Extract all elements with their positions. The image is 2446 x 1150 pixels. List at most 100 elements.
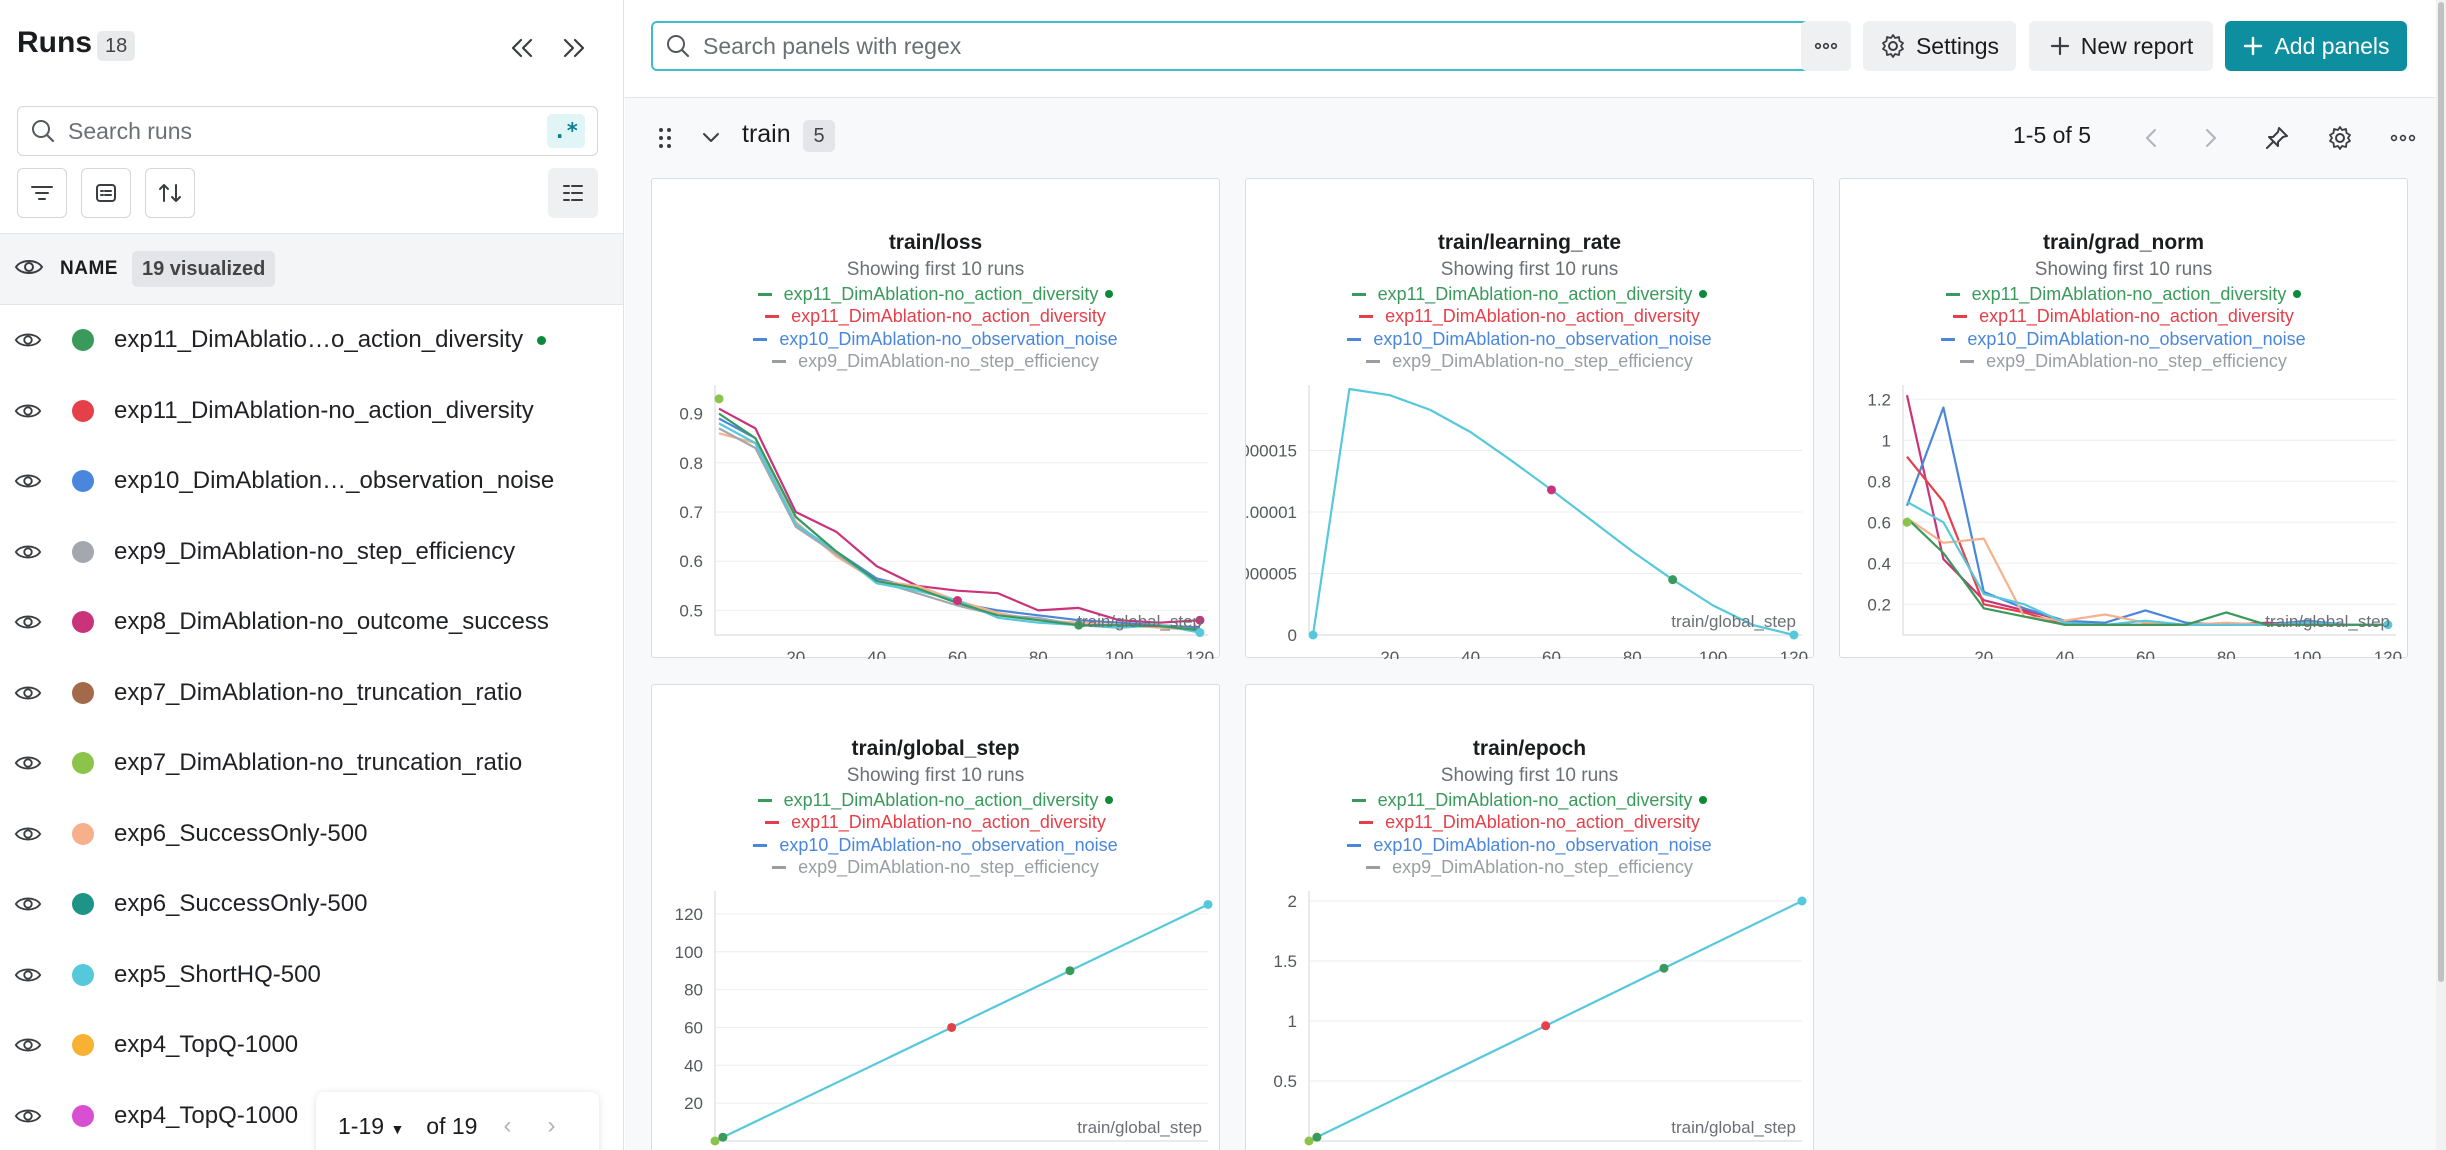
run-name[interactable]: exp5_ShortHQ-500 [114,960,321,988]
run-row[interactable]: exp6_SuccessOnly-500 [0,869,623,940]
group-button[interactable] [81,168,131,218]
chart-panel[interactable]: train/learning_rate Showing first 10 runs… [1245,178,1815,659]
legend-entry[interactable]: exp9_DimAblation-no_step_efficiency [1246,857,1813,880]
section-settings-button[interactable] [2322,120,2358,156]
chart-panel[interactable]: train/global_step Showing first 10 runs ex… [651,684,1220,1150]
run-row[interactable]: exp11_DimAblatio…o_action_diversity [0,305,623,376]
visibility-toggle[interactable] [14,608,42,636]
run-color-swatch[interactable] [72,329,94,352]
legend-entry[interactable]: exp11_DimAblation-no_action_diversity [1840,306,2407,329]
run-color-swatch[interactable] [72,1104,94,1127]
run-name[interactable]: exp9_DimAblation-no_step_efficiency [114,537,516,565]
run-name[interactable]: exp6_SuccessOnly-500 [114,890,368,918]
run-color-swatch[interactable] [72,822,94,845]
chart-plot-area[interactable]: 0.511.5220406080100120train/global_step [1246,875,1815,1150]
section-prev-button[interactable] [2135,122,2167,154]
columns-button[interactable] [548,168,598,218]
visibility-toggle[interactable] [14,749,42,777]
chart-panel[interactable]: train/grad_norm Showing first 10 runs exp1… [1839,178,2409,659]
chart-plot-area[interactable]: 2040608010012020406080100120train/global… [652,875,1221,1150]
section-next-button[interactable] [2195,122,2227,154]
legend-entry[interactable]: exp11_DimAblation-no_action_diversity [652,812,1219,835]
filter-button[interactable] [17,168,67,218]
drag-handle[interactable] [651,122,679,154]
run-row[interactable]: exp8_DimAblation-no_outcome_success [0,587,623,658]
visibility-toggle[interactable] [14,820,42,848]
legend-entry[interactable]: exp10_DimAblation-no_observation_noise [652,834,1219,857]
run-row[interactable]: exp9_DimAblation-no_step_efficiency [0,517,623,588]
run-color-swatch[interactable] [72,1034,94,1057]
legend-entry[interactable]: exp11_DimAblation-no_action_diversity [1246,306,1813,329]
legend-entry[interactable]: exp11_DimAblation-no_action_diversity [1840,283,2407,306]
visibility-toggle[interactable] [14,326,42,354]
legend-entry[interactable]: exp9_DimAblation-no_step_efficiency [652,857,1219,880]
run-color-swatch[interactable] [72,752,94,775]
page-range-select[interactable]: 1-19 ▼ [338,1113,404,1140]
run-color-swatch[interactable] [72,470,94,493]
visibility-toggle[interactable] [14,467,42,495]
legend-entry[interactable]: exp10_DimAblation-no_observation_noise [652,328,1219,351]
visibility-toggle[interactable] [14,1031,42,1059]
legend-entry[interactable]: exp11_DimAblation-no_action_diversity [652,789,1219,812]
run-name[interactable]: exp4_TopQ-1000 [114,1031,299,1059]
visibility-toggle[interactable] [14,538,42,566]
run-row[interactable]: exp7_DimAblation-no_truncation_ratio [0,728,623,799]
name-column-header[interactable]: NAME [60,258,118,279]
run-row[interactable]: exp6_SuccessOnly-500 [0,799,623,870]
chart-panel[interactable]: train/epoch Showing first 10 runs exp11_Di… [1245,684,1814,1150]
visibility-toggle[interactable] [14,890,42,918]
run-name[interactable]: exp8_DimAblation-no_outcome_success [114,608,549,636]
legend-entry[interactable]: exp11_DimAblation-no_action_diversity [1246,812,1813,835]
search-runs-input[interactable]: Search runs .* [17,106,598,156]
legend-entry[interactable]: exp11_DimAblation-no_action_diversity [1246,283,1813,306]
collapse-section-button[interactable] [695,124,727,152]
scrollbar-thumb[interactable] [2438,2,2444,982]
legend-entry[interactable]: exp10_DimAblation-no_observation_noise [1246,328,1813,351]
chart-plot-area[interactable]: 0.5 0.6 0.7 0.8 0.9 20 40 60 80 100 120 train/globa… [652,369,1221,659]
new-report-button[interactable]: New report [2029,21,2213,71]
visibility-toggle[interactable] [14,397,42,425]
run-row[interactable]: exp5_ShortHQ-500 [0,940,623,1011]
run-name[interactable]: exp7_DimAblation-no_truncation_ratio [114,749,523,777]
run-row[interactable]: exp11_DimAblation-no_action_diversity [0,376,623,447]
run-color-swatch[interactable] [72,611,94,634]
legend-entry[interactable]: exp11_DimAblation-no_action_diversity [1246,789,1813,812]
legend-entry[interactable]: exp9_DimAblation-no_step_efficiency [1840,351,2407,374]
run-name[interactable]: exp7_DimAblation-no_truncation_ratio [114,678,523,706]
run-name[interactable]: exp6_SuccessOnly-500 [114,819,368,847]
add-panels-button[interactable]: Add panels [2225,21,2407,71]
chart-panel[interactable]: train/loss Showing first 10 runs exp11_Dim… [651,178,1221,659]
settings-button[interactable]: Settings [1863,21,2016,71]
run-color-swatch[interactable] [72,681,94,704]
section-more-button[interactable] [2385,120,2421,156]
more-options-button[interactable] [1801,21,1851,71]
run-name[interactable]: exp11_DimAblatio…o_action_diversity [114,326,524,354]
legend-entry[interactable]: exp10_DimAblation-no_observation_noise [1840,328,2407,351]
run-row[interactable]: exp7_DimAblation-no_truncation_ratio [0,658,623,729]
next-page-button[interactable]: › [547,1112,556,1139]
legend-entry[interactable]: exp9_DimAblation-no_step_efficiency [1246,351,1813,374]
visibility-toggle[interactable] [14,679,42,707]
legend-entry[interactable]: exp11_DimAblation-no_action_diversity [652,283,1219,306]
search-panels-input[interactable]: Search panels with regex [651,21,1812,71]
legend-entry[interactable]: exp9_DimAblation-no_step_efficiency [652,351,1219,374]
section-title[interactable]: train [742,120,791,148]
run-name[interactable]: exp11_DimAblation-no_action_diversity [114,396,534,424]
run-color-swatch[interactable] [72,893,94,916]
run-color-swatch[interactable] [72,963,94,986]
legend-entry[interactable]: exp11_DimAblation-no_action_diversity [652,306,1219,329]
regex-toggle-button[interactable]: .* [547,114,585,148]
main-scrollbar[interactable] [2436,0,2446,1150]
chart-plot-area[interactable]: 0.2 0.4 0.6 0.8 1 1.2 20 40 60 80 100 120 train/glob… [1840,369,2409,659]
run-row[interactable]: exp10_DimAblation…_observation_noise [0,446,623,517]
collapse-sidebar-button[interactable] [504,30,540,66]
prev-page-button[interactable]: ‹ [503,1112,512,1139]
visibility-toggle[interactable] [14,1102,42,1130]
pin-section-button[interactable] [2259,120,2295,156]
legend-entry[interactable]: exp10_DimAblation-no_observation_noise [1246,834,1813,857]
run-row[interactable]: exp4_TopQ-1000 [0,1010,623,1081]
run-row[interactable]: exp4_TopQ-1000 [0,1081,623,1150]
run-name[interactable]: exp4_TopQ-1000 [114,1101,299,1129]
run-color-swatch[interactable] [72,399,94,422]
